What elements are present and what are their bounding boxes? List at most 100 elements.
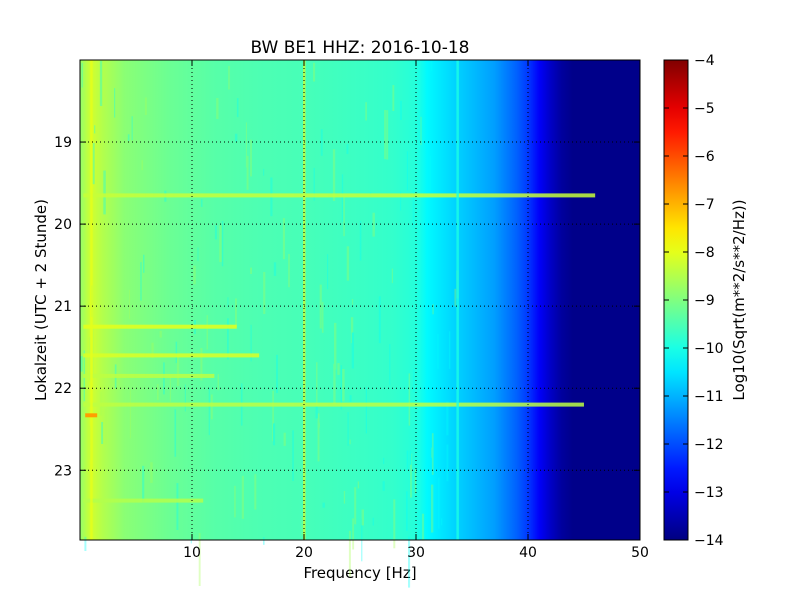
vertical-line: [456, 60, 459, 540]
plot-frame: [79, 59, 641, 541]
texture-streak: [131, 116, 133, 141]
texture-streak: [228, 65, 230, 90]
texture-streak: [246, 155, 249, 190]
y-tick-label: 20: [54, 217, 72, 233]
texture-streak: [383, 457, 385, 464]
horizontal-band: [83, 353, 260, 358]
texture-streak: [193, 265, 196, 285]
colorbar-tick-label: −7: [694, 197, 715, 213]
x-tick-label: 50: [631, 545, 649, 561]
colorbar-tick-label: −10: [694, 341, 724, 357]
x-tick-label: 30: [407, 545, 425, 561]
texture-streak: [414, 469, 417, 494]
texture-streak: [378, 296, 381, 344]
texture-streak: [250, 267, 252, 274]
texture-streak: [316, 362, 318, 407]
texture-streak: [288, 254, 290, 288]
texture-streak: [208, 387, 210, 436]
texture-streak: [176, 483, 179, 530]
texture-streak: [235, 298, 237, 327]
texture-streak: [127, 134, 130, 141]
y-axis-label: Lokalzeit (UTC + 2 Stunde): [32, 199, 50, 401]
chart-title: BW BE1 HHZ: 2016-10-18: [250, 38, 469, 58]
texture-streak: [431, 484, 434, 533]
texture-streak: [431, 433, 434, 475]
texture-streak: [254, 474, 257, 510]
texture-streak: [412, 189, 415, 228]
texture-streak: [216, 98, 219, 119]
texture-streak: [250, 139, 252, 177]
texture-streak: [80, 356, 83, 372]
colorbar-tick-label: −5: [694, 101, 715, 117]
texture-streak: [84, 536, 87, 551]
texture-streak: [392, 85, 395, 111]
texture-streak: [159, 330, 162, 338]
texture-streak: [448, 331, 451, 369]
texture-streak: [365, 386, 367, 434]
texture-streak: [140, 262, 142, 301]
texture-streak: [217, 374, 219, 391]
texture-streak: [347, 412, 349, 446]
texture-streak: [317, 422, 320, 428]
texture-streak: [163, 362, 165, 395]
texture-streak: [320, 129, 323, 156]
texture-streak: [333, 363, 336, 404]
texture-streak: [101, 422, 104, 444]
texture-streak: [432, 304, 434, 315]
texture-streak: [400, 191, 402, 211]
texture-streak: [406, 450, 409, 471]
texture-streak: [227, 297, 229, 308]
texture-streak: [420, 116, 422, 145]
texture-streak: [236, 98, 239, 118]
heatmap-background: [80, 60, 640, 540]
texture-streak: [408, 536, 411, 588]
texture-streak: [408, 373, 411, 426]
texture-streak: [219, 225, 222, 262]
texture-streak: [438, 477, 440, 529]
texture-streak: [361, 509, 364, 526]
texture-streak: [393, 499, 396, 549]
texture-streak: [348, 530, 351, 577]
texture-streak: [391, 268, 393, 284]
colorbar-tick-label: −11: [694, 389, 724, 405]
texture-streak: [234, 133, 238, 142]
texture-streak: [313, 167, 315, 201]
y-tick-label: 23: [54, 463, 72, 479]
texture-streak: [144, 97, 147, 115]
colorbar-tick-label: −13: [694, 485, 724, 501]
texture-streak: [446, 401, 449, 436]
texture-streak: [200, 199, 203, 207]
texture-streak: [282, 218, 285, 260]
horizontal-band: [83, 193, 596, 198]
texture-streak: [313, 62, 316, 82]
y-tick-label: 21: [54, 299, 72, 315]
texture-streak: [410, 453, 413, 498]
texture-streak: [340, 365, 343, 410]
texture-streak: [357, 481, 360, 489]
texture-streak: [454, 288, 457, 307]
texture-streak: [343, 491, 346, 504]
texture-streak: [413, 369, 415, 393]
texture-streak: [174, 409, 177, 457]
texture-streak: [351, 332, 354, 369]
texture-streak: [400, 100, 402, 120]
texture-streak: [169, 376, 171, 402]
texture-streak: [342, 369, 345, 402]
texture-streak: [421, 513, 425, 541]
texture-streak: [359, 220, 362, 261]
texture-streak: [292, 430, 294, 481]
colorbar-tick-label: −6: [694, 149, 715, 165]
texture-streak: [94, 125, 96, 134]
texture-streak: [384, 110, 387, 160]
texture-streak: [446, 444, 449, 482]
texture-streak: [272, 390, 274, 442]
texture-streak: [351, 299, 354, 305]
texture-streak: [283, 432, 286, 446]
texture-streak: [276, 354, 278, 393]
x-tick-label: 40: [519, 545, 537, 561]
texture-streak: [322, 502, 325, 508]
texture-streak: [386, 110, 389, 160]
texture-streak: [332, 149, 336, 201]
horizontal-band: [83, 324, 237, 329]
